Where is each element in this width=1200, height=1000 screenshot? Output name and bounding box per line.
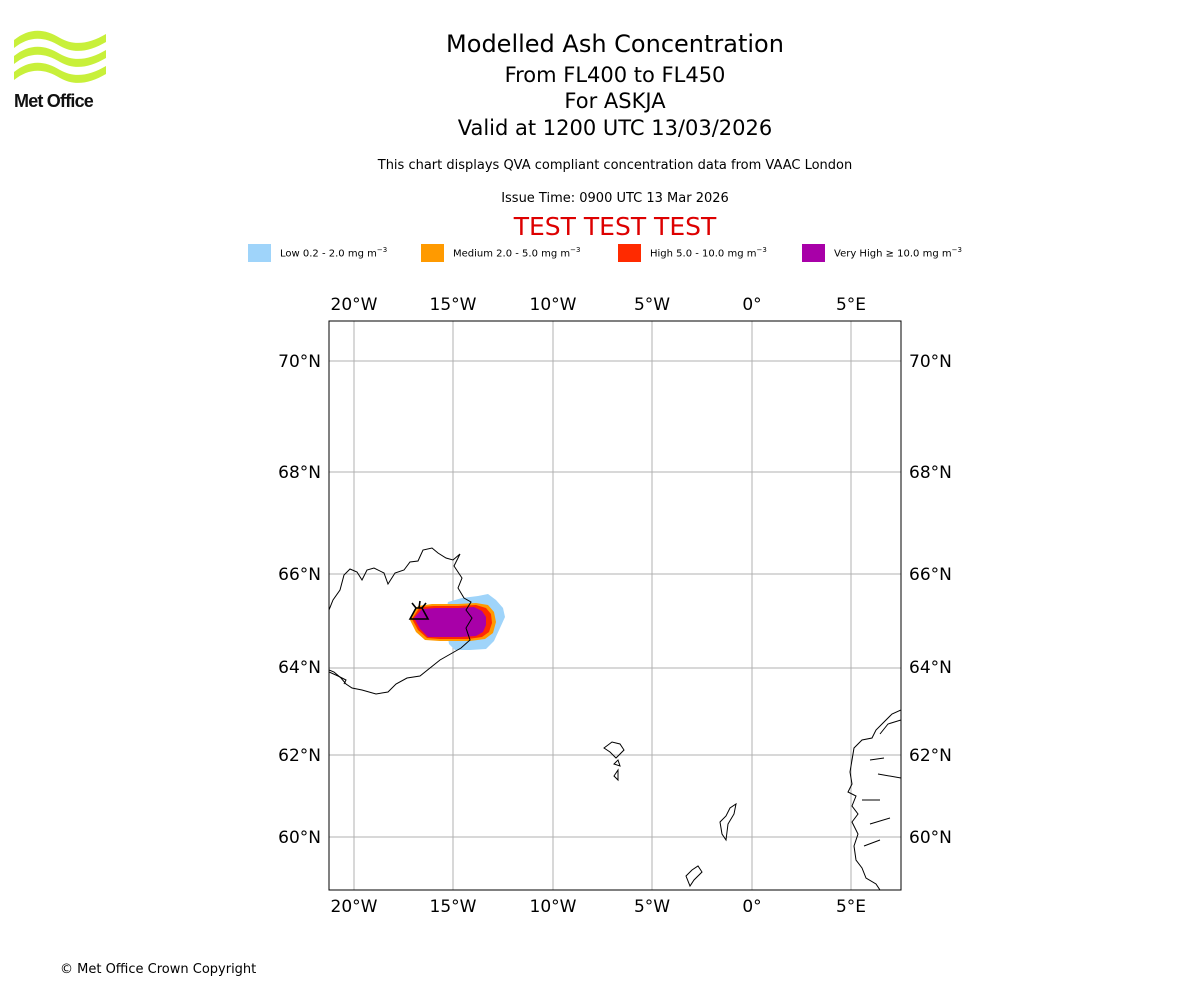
coast-faroe-1: [603, 741, 625, 759]
lon-label-top-5w: 5°W: [634, 295, 670, 315]
legend-label-medium: Medium 2.0 - 5.0 mg m−3: [453, 246, 581, 260]
legend-label-high: High 5.0 - 10.0 mg m−3: [650, 246, 767, 260]
flight-level-range: From FL400 to FL450: [504, 63, 726, 87]
lat-label-right-68n: 68°N: [909, 463, 952, 483]
legend-label-low: Low 0.2 - 2.0 mg m−3: [280, 246, 388, 260]
ash-very-high: [414, 607, 486, 637]
lon-label-top-20w: 20°W: [331, 295, 378, 315]
logo-waves-icon: [14, 30, 106, 83]
coast-iceland-sw: [329, 671, 347, 685]
volcano-name: For ASKJA: [564, 89, 666, 113]
coast-iceland: [329, 547, 473, 695]
ash-concentration-layers: [410, 594, 505, 650]
lat-label-left-68n: 68°N: [278, 463, 321, 483]
map-frame: [328, 320, 902, 891]
lon-label-bottom-5e: 5°E: [836, 897, 866, 917]
lat-label-right-70n: 70°N: [909, 352, 952, 372]
coast-orkney: [685, 865, 703, 888]
lat-label-left-70n: 70°N: [278, 352, 321, 372]
lon-label-bottom-20w: 20°W: [331, 897, 378, 917]
coast-faroe-2: [613, 759, 621, 767]
logo-wordmark: Met Office: [14, 91, 94, 111]
lon-labels-top: 20°W 15°W 10°W 5°W 0° 5°E: [331, 295, 867, 315]
lat-label-right-64n: 64°N: [909, 658, 952, 678]
legend-swatch-low: [248, 244, 271, 262]
map-graticule: [329, 321, 901, 890]
lat-label-left-66n: 66°N: [278, 565, 321, 585]
lat-label-right-60n: 60°N: [909, 828, 952, 848]
lon-label-top-5e: 5°E: [836, 295, 866, 315]
lon-labels-bottom: 20°W 15°W 10°W 5°W 0° 5°E: [331, 897, 867, 917]
coast-norway: [847, 709, 901, 890]
legend-swatch-medium: [421, 244, 444, 262]
lat-labels-right: 70°N 68°N 66°N 64°N 62°N 60°N: [909, 352, 952, 848]
coast-faroe-3: [613, 768, 619, 782]
lon-label-top-10w: 10°W: [530, 295, 577, 315]
lon-label-bottom-10w: 10°W: [530, 897, 577, 917]
coastlines: [329, 547, 901, 890]
issue-time: Issue Time: 0900 UTC 13 Mar 2026: [501, 191, 729, 206]
volcano-marker-icon: [408, 600, 430, 620]
coast-shetland: [719, 802, 737, 842]
lat-label-left-62n: 62°N: [278, 746, 321, 766]
lat-label-left-60n: 60°N: [278, 828, 321, 848]
lon-label-top-0: 0°: [742, 295, 761, 315]
lon-label-bottom-5w: 5°W: [634, 897, 670, 917]
legend-swatch-very-high: [802, 244, 825, 262]
chart-description: This chart displays QVA compliant concen…: [377, 158, 853, 173]
met-office-logo: Met Office: [14, 30, 106, 112]
copyright-notice: © Met Office Crown Copyright: [60, 962, 257, 977]
lat-label-left-64n: 64°N: [278, 658, 321, 678]
legend-swatch-high: [618, 244, 641, 262]
test-banner: TEST TEST TEST: [513, 212, 717, 241]
lat-label-right-66n: 66°N: [909, 565, 952, 585]
lat-labels-left: 70°N 68°N 66°N 64°N 62°N 60°N: [278, 352, 321, 848]
lon-label-bottom-0: 0°: [742, 897, 761, 917]
lon-label-bottom-15w: 15°W: [430, 897, 477, 917]
lat-label-right-62n: 62°N: [909, 746, 952, 766]
legend-label-very-high: Very High ≥ 10.0 mg m−3: [834, 246, 962, 260]
lon-label-top-15w: 15°W: [430, 295, 477, 315]
valid-time: Valid at 1200 UTC 13/03/2026: [457, 116, 773, 140]
chart-title: Modelled Ash Concentration: [446, 30, 784, 58]
